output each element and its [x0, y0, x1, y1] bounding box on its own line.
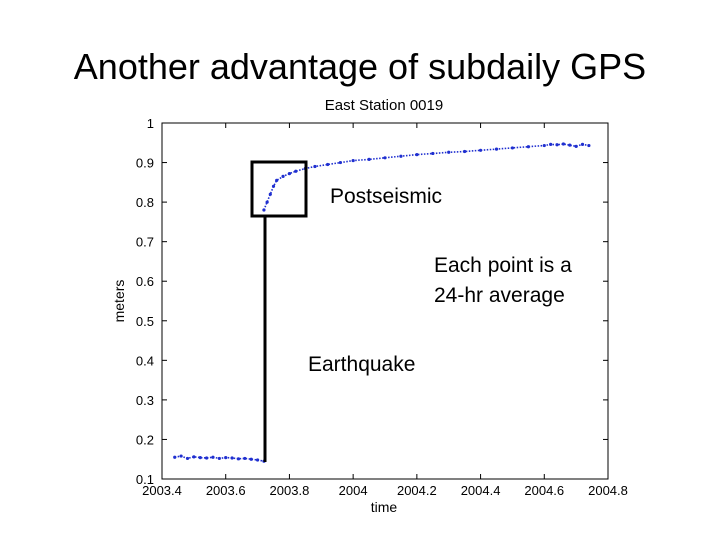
x-axis-label: time: [371, 499, 398, 515]
data-point-pre-earthquake: [173, 455, 177, 459]
data-point-postseismic: [399, 154, 403, 158]
chart-title: East Station 0019: [325, 97, 443, 114]
x-tick-label: 2003.8: [270, 483, 310, 498]
data-point-postseismic: [580, 142, 585, 146]
data-point-postseismic: [294, 169, 298, 173]
data-point-postseismic: [542, 143, 546, 148]
data-point-postseismic: [447, 150, 451, 154]
x-tick-label: 2003.6: [206, 483, 246, 498]
postseismic-label: Postseismic: [330, 185, 443, 208]
data-point-postseismic: [561, 142, 566, 146]
point-average-note-line2: 24-hr average: [434, 284, 565, 307]
data-point-pre-earthquake: [192, 455, 196, 459]
data-point-postseismic: [367, 157, 371, 161]
data-points: [173, 142, 591, 463]
x-tick-label: 2004.2: [397, 483, 437, 498]
x-tick-label: 2004.6: [524, 483, 564, 498]
x-tick-label: 2004.4: [461, 483, 501, 498]
data-point-pre-earthquake: [255, 458, 260, 462]
y-tick-label: 0.5: [136, 314, 154, 329]
y-tick-label: 0.9: [136, 156, 154, 171]
data-point-postseismic: [268, 192, 272, 196]
data-point-postseismic: [338, 160, 342, 165]
x-tick-label: 2004.8: [588, 483, 628, 498]
data-point-postseismic: [463, 149, 467, 154]
data-point-pre-earthquake: [179, 454, 183, 458]
plot-frame: [161, 122, 609, 480]
data-point-pre-earthquake: [205, 456, 209, 460]
data-point-postseismic: [478, 148, 483, 152]
data-point-postseismic: [587, 143, 591, 148]
data-point-postseismic: [526, 145, 530, 149]
slide-title: Another advantage of subdaily GPS: [73, 46, 647, 87]
data-point-postseismic: [568, 143, 572, 147]
data-point-postseismic: [574, 144, 578, 148]
x-tick-label: 2003.4: [142, 483, 182, 498]
data-point-pre-earthquake: [249, 457, 253, 461]
data-point-postseismic: [555, 143, 559, 147]
data-point-pre-earthquake: [211, 455, 215, 459]
data-point-postseismic: [287, 172, 292, 176]
data-point-pre-earthquake: [217, 456, 221, 461]
data-point-postseismic: [415, 153, 419, 157]
data-point-postseismic: [265, 200, 269, 204]
y-tick-label: 1: [147, 116, 154, 131]
y-tick-label: 0.1: [136, 472, 154, 487]
y-tick-label: 0.4: [136, 353, 154, 368]
y-tick-label: 0.6: [136, 274, 154, 289]
data-point-postseismic: [549, 142, 553, 146]
postseismic-highlight-box: [250, 160, 308, 218]
data-point-postseismic: [494, 147, 499, 151]
data-point-pre-earthquake: [230, 456, 234, 460]
y-axis-label: meters: [111, 280, 127, 323]
data-point-postseismic: [271, 184, 276, 188]
earthquake-label: Earthquake: [308, 353, 416, 376]
data-point-postseismic: [431, 151, 435, 156]
data-point-pre-earthquake: [198, 456, 202, 460]
data-point-postseismic: [351, 158, 355, 163]
y-axis: 0.1 0.2 0.3 0.4 0.5 0.6 0.7 0.8 0.9 1: [136, 116, 608, 487]
data-point-pre-earthquake: [224, 456, 228, 460]
y-tick-label: 0.8: [136, 195, 154, 210]
data-point-pre-earthquake: [236, 457, 241, 461]
x-tick-label: 2004: [339, 483, 368, 498]
y-tick-label: 0.2: [136, 432, 154, 447]
data-point-postseismic: [383, 156, 387, 160]
data-point-postseismic: [275, 178, 279, 182]
data-point-postseismic: [281, 174, 285, 178]
data-point-postseismic: [326, 162, 330, 167]
data-point-postseismic: [262, 208, 266, 212]
data-point-pre-earthquake: [243, 456, 247, 461]
data-point-postseismic: [313, 164, 317, 169]
point-average-note-line1: Each point is a: [434, 254, 572, 277]
data-point-pre-earthquake: [185, 456, 190, 461]
y-tick-label: 0.7: [136, 235, 154, 250]
x-axis: 2003.4 2003.6 2003.8 2004 2004.2 2004.4 2004.6…: [142, 123, 628, 498]
data-point-postseismic: [510, 146, 515, 150]
y-tick-label: 0.3: [136, 393, 154, 408]
